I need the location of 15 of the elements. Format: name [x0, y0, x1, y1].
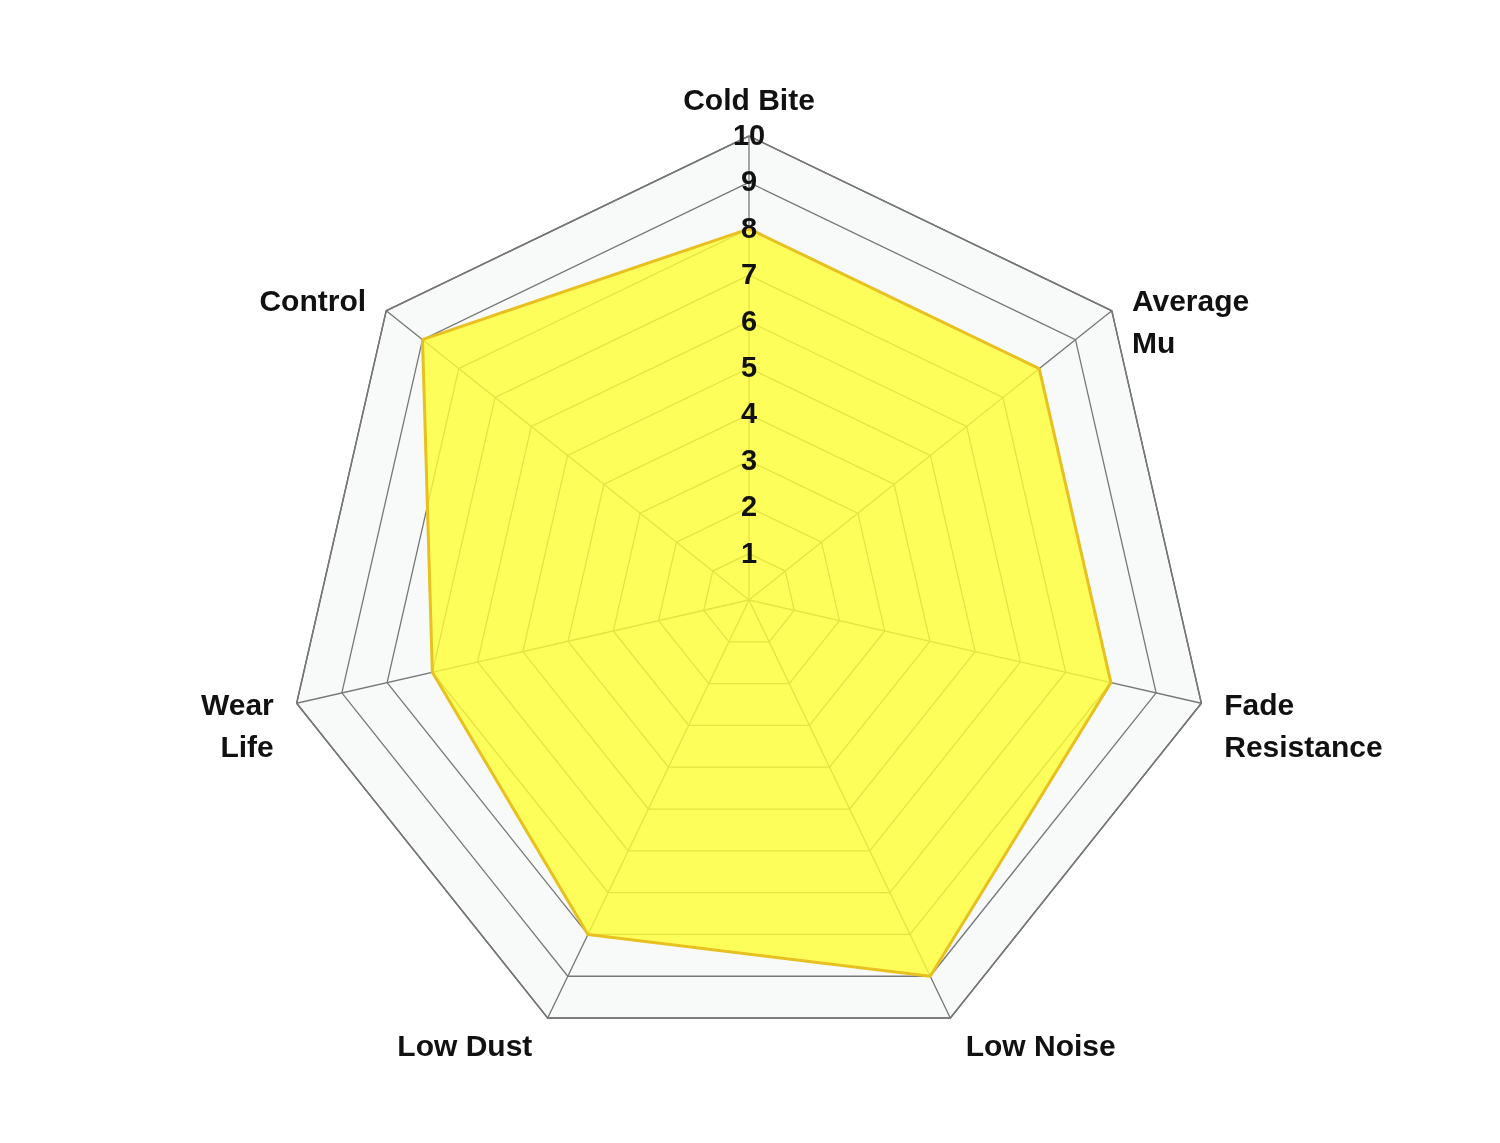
y-tick-label: 2: [740, 490, 758, 523]
y-tick-label: 5: [740, 351, 758, 383]
spoke-label: Low Noise: [965, 1028, 1116, 1062]
spoke-label: Fade Resistance: [1224, 688, 1383, 764]
spoke-label: Wear Life: [200, 688, 275, 764]
y-tick-label: 1: [740, 536, 758, 569]
y-tick-label: 4: [740, 397, 758, 430]
y-tick-label: 6: [740, 304, 758, 337]
spoke-label: Low Dust: [397, 1028, 533, 1062]
y-tick-label: 3: [740, 443, 758, 476]
y-tick-label: 9: [740, 165, 758, 198]
spoke-label: Average Mu: [1131, 284, 1250, 360]
spoke-label: Control: [259, 284, 367, 318]
spoke-label: Cold Bite: [683, 83, 815, 117]
y-tick-label: 7: [740, 258, 758, 291]
